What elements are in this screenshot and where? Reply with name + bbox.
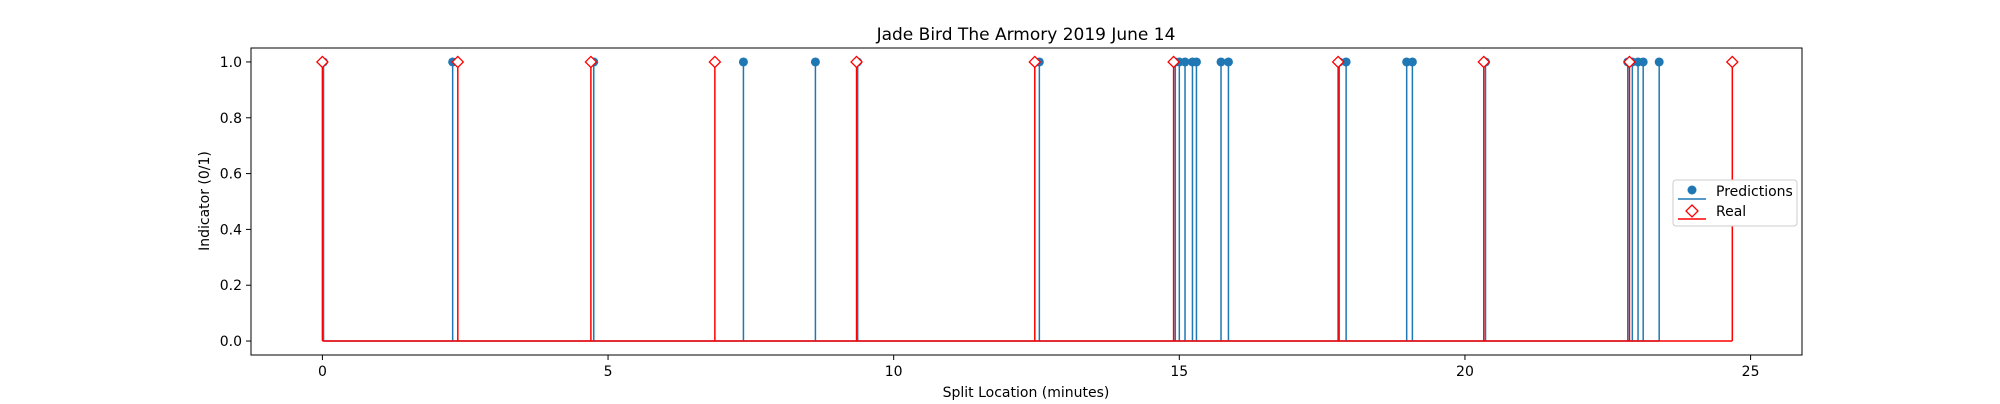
x-axis: 0 5 10 15 20 25 [318,355,1760,380]
real-marker [1167,55,1181,69]
real-marker [1477,55,1491,69]
prediction-marker [1223,57,1233,67]
legend-real-label: Real [1716,204,1746,220]
real-marker [708,55,722,69]
prediction-marker [1341,57,1351,67]
prediction-marker [1180,57,1190,67]
y-tick-label: 1.0 [220,55,242,71]
x-tick-label: 0 [318,364,327,380]
real-marker [1725,55,1739,69]
plot-area [315,55,1739,342]
legend-predictions-label: Predictions [1716,184,1793,200]
prediction-marker [810,57,820,67]
y-tick-label: 0.2 [220,278,242,294]
y-tick-label: 0.0 [220,334,242,350]
x-tick-label: 5 [604,364,613,380]
x-tick-label: 25 [1742,364,1760,380]
y-axis-label: Indicator (0/1) [197,151,213,251]
prediction-marker [1216,57,1226,67]
x-tick-label: 15 [1170,364,1188,380]
legend: Predictions Real [1672,179,1798,227]
legend-real-marker [1685,204,1699,218]
real-marker [1623,55,1636,69]
real-marker [315,55,329,69]
legend-frame [1672,179,1798,227]
prediction-marker [1654,57,1664,67]
prediction-marker [738,57,748,67]
real-marker [850,55,863,69]
chart-title: Jade Bird The Armory 2019 June 14 [876,25,1176,45]
x-tick-label: 10 [885,364,903,380]
y-tick-label: 0.8 [220,111,242,127]
y-tick-label: 0.4 [220,222,242,238]
prediction-marker [1638,57,1648,67]
prediction-marker [1407,57,1417,67]
axes-frame [250,47,1803,356]
real-marker [451,55,465,69]
x-tick-label: 20 [1456,364,1474,380]
legend-predictions-marker [1687,185,1697,195]
real-marker [1331,55,1345,69]
y-axis: 0.0 0.2 0.4 0.6 0.8 1.0 [220,55,251,350]
x-axis-label: Split Location (minutes) [943,385,1110,400]
prediction-marker [1191,57,1201,67]
real-marker [584,55,598,69]
y-tick-label: 0.6 [220,167,242,183]
real-marker [1028,55,1042,69]
